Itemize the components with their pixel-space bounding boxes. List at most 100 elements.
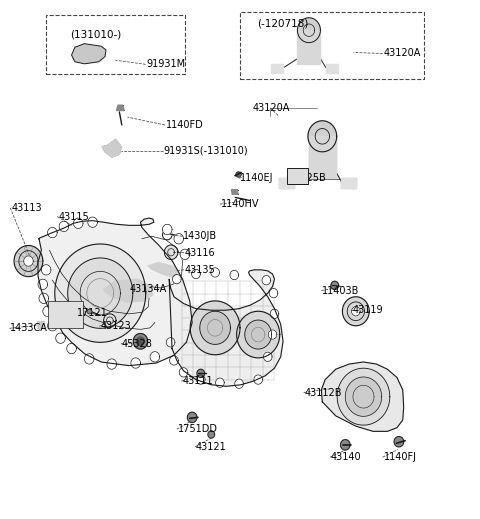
Polygon shape (107, 359, 117, 369)
Polygon shape (187, 412, 197, 422)
Polygon shape (68, 258, 133, 329)
Polygon shape (192, 269, 200, 279)
Polygon shape (340, 440, 350, 450)
Polygon shape (196, 375, 205, 384)
Polygon shape (180, 249, 190, 260)
Polygon shape (341, 177, 356, 188)
Bar (287, 168, 309, 184)
Text: 43120A: 43120A (252, 103, 290, 113)
Polygon shape (345, 377, 382, 416)
Text: 11403B: 11403B (323, 285, 360, 295)
Text: (-120718): (-120718) (257, 19, 308, 29)
Polygon shape (84, 354, 94, 364)
Text: 43121: 43121 (196, 442, 227, 452)
Polygon shape (72, 44, 106, 64)
Polygon shape (148, 263, 179, 277)
Bar (48, 301, 84, 328)
Polygon shape (102, 140, 121, 157)
Polygon shape (179, 367, 188, 377)
Polygon shape (41, 265, 51, 275)
Polygon shape (137, 337, 144, 346)
Text: 43135: 43135 (185, 265, 216, 275)
Polygon shape (254, 375, 263, 384)
Polygon shape (56, 333, 65, 344)
Polygon shape (150, 352, 159, 362)
Polygon shape (268, 330, 277, 339)
Text: 43140: 43140 (331, 452, 361, 462)
Bar (240, 12, 424, 79)
Polygon shape (133, 334, 148, 349)
Polygon shape (200, 311, 230, 345)
Text: 21825B: 21825B (288, 173, 325, 183)
Polygon shape (131, 358, 141, 368)
Polygon shape (14, 245, 43, 277)
Polygon shape (190, 301, 240, 354)
Text: 43112B: 43112B (305, 388, 342, 398)
Bar (46, 15, 185, 74)
Polygon shape (169, 270, 283, 386)
Polygon shape (48, 321, 57, 331)
Polygon shape (245, 320, 272, 349)
Text: 1140FD: 1140FD (166, 120, 204, 130)
Polygon shape (262, 276, 271, 285)
Polygon shape (164, 245, 178, 260)
Polygon shape (298, 30, 321, 64)
Polygon shape (308, 121, 336, 152)
Polygon shape (55, 244, 146, 343)
Polygon shape (88, 217, 97, 227)
Polygon shape (104, 279, 153, 302)
Text: 1140EJ: 1140EJ (240, 173, 274, 183)
Polygon shape (309, 136, 336, 177)
Polygon shape (394, 436, 404, 447)
Polygon shape (43, 306, 52, 317)
Text: 17121: 17121 (77, 308, 108, 318)
Text: 91931M: 91931M (147, 59, 186, 70)
Text: 91931S(-131010): 91931S(-131010) (163, 146, 248, 156)
Polygon shape (231, 189, 238, 194)
Text: 1140FJ: 1140FJ (384, 452, 417, 462)
Polygon shape (298, 18, 321, 43)
Polygon shape (279, 177, 294, 188)
Polygon shape (24, 256, 33, 266)
Polygon shape (351, 307, 360, 316)
Text: 43134A: 43134A (130, 284, 167, 294)
Polygon shape (38, 279, 48, 290)
Polygon shape (294, 172, 301, 180)
Polygon shape (39, 293, 48, 304)
Polygon shape (67, 344, 76, 354)
Text: 43116: 43116 (185, 248, 216, 258)
Text: 45328: 45328 (122, 339, 153, 349)
Text: 1140HV: 1140HV (221, 199, 259, 209)
Text: 43120A: 43120A (384, 48, 421, 59)
Polygon shape (216, 378, 224, 387)
Polygon shape (235, 379, 243, 388)
Text: 43123: 43123 (100, 321, 131, 331)
Polygon shape (73, 218, 83, 228)
Text: 43119: 43119 (352, 305, 383, 315)
Polygon shape (211, 268, 219, 277)
Polygon shape (174, 234, 183, 244)
Polygon shape (59, 221, 69, 231)
Text: 43115: 43115 (58, 212, 89, 222)
Polygon shape (117, 105, 124, 111)
Polygon shape (162, 224, 172, 235)
Polygon shape (230, 270, 239, 280)
Polygon shape (104, 314, 116, 327)
Polygon shape (331, 281, 338, 290)
Polygon shape (208, 431, 215, 438)
Polygon shape (337, 368, 390, 425)
Polygon shape (322, 362, 404, 431)
Text: 43113: 43113 (11, 203, 42, 213)
Polygon shape (271, 64, 283, 73)
Text: (131010-): (131010-) (70, 30, 121, 39)
Polygon shape (38, 218, 192, 365)
Text: 1430JB: 1430JB (182, 231, 216, 241)
Polygon shape (197, 369, 204, 377)
Polygon shape (172, 275, 181, 284)
Text: 1433CA: 1433CA (10, 323, 48, 333)
Polygon shape (36, 321, 44, 328)
Text: 1751DD: 1751DD (178, 424, 218, 434)
Polygon shape (237, 311, 280, 358)
Polygon shape (326, 64, 338, 73)
Polygon shape (342, 297, 369, 326)
